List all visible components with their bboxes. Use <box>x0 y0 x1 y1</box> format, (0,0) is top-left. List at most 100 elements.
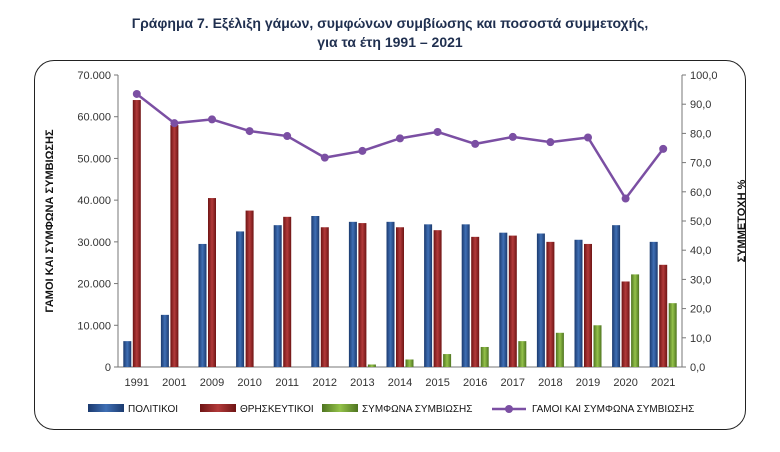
bar-politikoi <box>461 224 470 367</box>
x-tick-label: 1991 <box>125 377 149 389</box>
bar-symfona <box>668 303 677 367</box>
y-tick-label: 10.000 <box>77 320 111 332</box>
y-tick-label: 0 <box>105 362 111 374</box>
bar-thriskeftikoi <box>584 243 592 367</box>
bar-politikoi <box>123 341 132 367</box>
y-tick-label: 60.000 <box>77 112 111 124</box>
bar-thriskeftikoi <box>471 236 480 367</box>
bar-thriskeftikoi <box>546 241 555 367</box>
x-tick-label: 2020 <box>613 377 637 389</box>
bar-thriskeftikoi <box>508 235 517 367</box>
bar-symfona <box>631 274 640 367</box>
legend-label: ΓΑΜΟΙ ΚΑΙ ΣΥΜΦΩΝΑ ΣΥΜΒΙΩΣΗΣ <box>532 404 694 415</box>
bar-politikoi <box>386 221 395 367</box>
y2-tick-label: 80,0 <box>690 128 711 140</box>
bar-symfona <box>518 341 527 367</box>
legend-group: ΠΟΛΙΤΙΚΟΙ ΘΡΗΣΚΕΥΤΙΚΟΙ ΣΥΜΦΩΝΑ ΣΥΜΒΙΩΣΗΣ ΓΑ… <box>88 404 694 415</box>
bar-symfona <box>593 325 602 367</box>
x-tick-label: 2018 <box>538 377 562 389</box>
legend-swatch <box>200 404 236 412</box>
line-series-path <box>136 92 665 201</box>
line-point <box>508 132 517 141</box>
legend-swatch <box>88 404 124 412</box>
y-tick-label: 50.000 <box>77 153 111 165</box>
x-tick-label: 2013 <box>350 377 374 389</box>
y-tick-label: 20.000 <box>77 279 111 291</box>
bar-politikoi <box>348 221 357 367</box>
bar-symfona <box>367 364 376 367</box>
bar-politikoi <box>160 314 169 367</box>
legend-label: ΣΥΜΦΩΝΑ ΣΥΜΒΙΩΣΗΣ <box>362 404 472 415</box>
x-tick-label: 2015 <box>425 377 449 389</box>
x-tick-label: 2021 <box>651 377 675 389</box>
bar-thriskeftikoi <box>621 281 630 367</box>
line-point <box>584 133 592 142</box>
bar-politikoi <box>499 232 508 367</box>
bar-politikoi <box>612 225 621 367</box>
y-axis-title: ΓΑΜΟΙ ΚΑΙ ΣΥΜΦΩΝΑ ΣΥΜΒΙΩΣΗΣ <box>44 129 56 313</box>
line-group <box>132 89 668 203</box>
bars-group <box>123 100 677 368</box>
y2-tick-label: 10,0 <box>690 333 711 345</box>
line-point <box>659 144 668 153</box>
y2-tick-label: 20,0 <box>690 304 711 316</box>
bar-symfona <box>480 346 489 367</box>
y2-tick-label: 0,0 <box>690 362 705 374</box>
bar-politikoi <box>536 233 545 367</box>
line-point <box>208 115 216 124</box>
line-point <box>320 153 329 162</box>
bar-symfona <box>443 354 452 367</box>
line-point <box>358 146 367 155</box>
bar-thriskeftikoi <box>433 230 442 367</box>
y-tick-label: 40.000 <box>77 195 111 207</box>
bar-thriskeftikoi <box>659 264 668 367</box>
bar-politikoi <box>574 239 583 367</box>
bar-thriskeftikoi <box>358 223 367 367</box>
line-point <box>396 134 404 143</box>
y2-tick-label: 30,0 <box>690 274 711 286</box>
x-tick-label: 2009 <box>200 377 224 389</box>
bar-politikoi <box>649 241 658 367</box>
line-point <box>546 138 555 147</box>
y2-tick-label: 70,0 <box>690 158 711 170</box>
chart-title-line2: για τα έτη 1991 – 2021 <box>317 34 463 50</box>
bar-politikoi <box>198 243 207 367</box>
bar-thriskeftikoi <box>170 125 179 367</box>
line-point <box>245 127 254 136</box>
line-point <box>170 119 179 128</box>
bar-thriskeftikoi <box>132 100 141 368</box>
chart-title-line1: Γράφημα 7. Εξέλιξη γάμων, συμφώνων συμβί… <box>131 15 649 31</box>
bar-thriskeftikoi <box>208 198 216 367</box>
axes-group: 0 10.000 20.000 30.000 40.000 50.000 60.000 70.… <box>44 70 748 389</box>
line-point <box>283 132 292 141</box>
line-point <box>132 89 141 98</box>
y2-tick-label: 60,0 <box>690 187 711 199</box>
bar-thriskeftikoi <box>283 216 292 367</box>
y-tick-label: 70.000 <box>77 70 111 82</box>
bar-symfona <box>405 359 414 367</box>
y2-tick-label: 100,0 <box>690 70 718 82</box>
x-tick-label: 2016 <box>463 377 487 389</box>
bar-symfona <box>555 332 564 367</box>
chart-title: Γράφημα 7. Εξέλιξη γάμων, συμφώνων συμβί… <box>0 14 780 52</box>
legend-label: ΘΡΗΣΚΕΥΤΙΚΟΙ <box>240 404 314 415</box>
line-point <box>471 139 480 148</box>
bar-thriskeftikoi <box>245 210 254 367</box>
bar-politikoi <box>236 231 245 367</box>
y2-axis-title: ΣΥΜΜΕΤΟΧΗ % <box>736 179 748 262</box>
bar-thriskeftikoi <box>320 227 329 367</box>
line-point <box>621 194 630 203</box>
bar-politikoi <box>424 224 433 367</box>
x-tick-label: 2010 <box>237 377 261 389</box>
y2-tick-label: 40,0 <box>690 245 711 257</box>
y2-tick-label: 90,0 <box>690 99 711 111</box>
x-tick-label: 2017 <box>501 377 525 389</box>
line-point <box>433 127 442 136</box>
legend-label: ΠΟΛΙΤΙΚΟΙ <box>128 404 178 415</box>
chart-frame <box>34 60 746 430</box>
bar-politikoi <box>311 215 320 367</box>
legend-swatch <box>322 404 358 412</box>
legend-marker <box>505 405 513 413</box>
bar-politikoi <box>273 225 282 367</box>
